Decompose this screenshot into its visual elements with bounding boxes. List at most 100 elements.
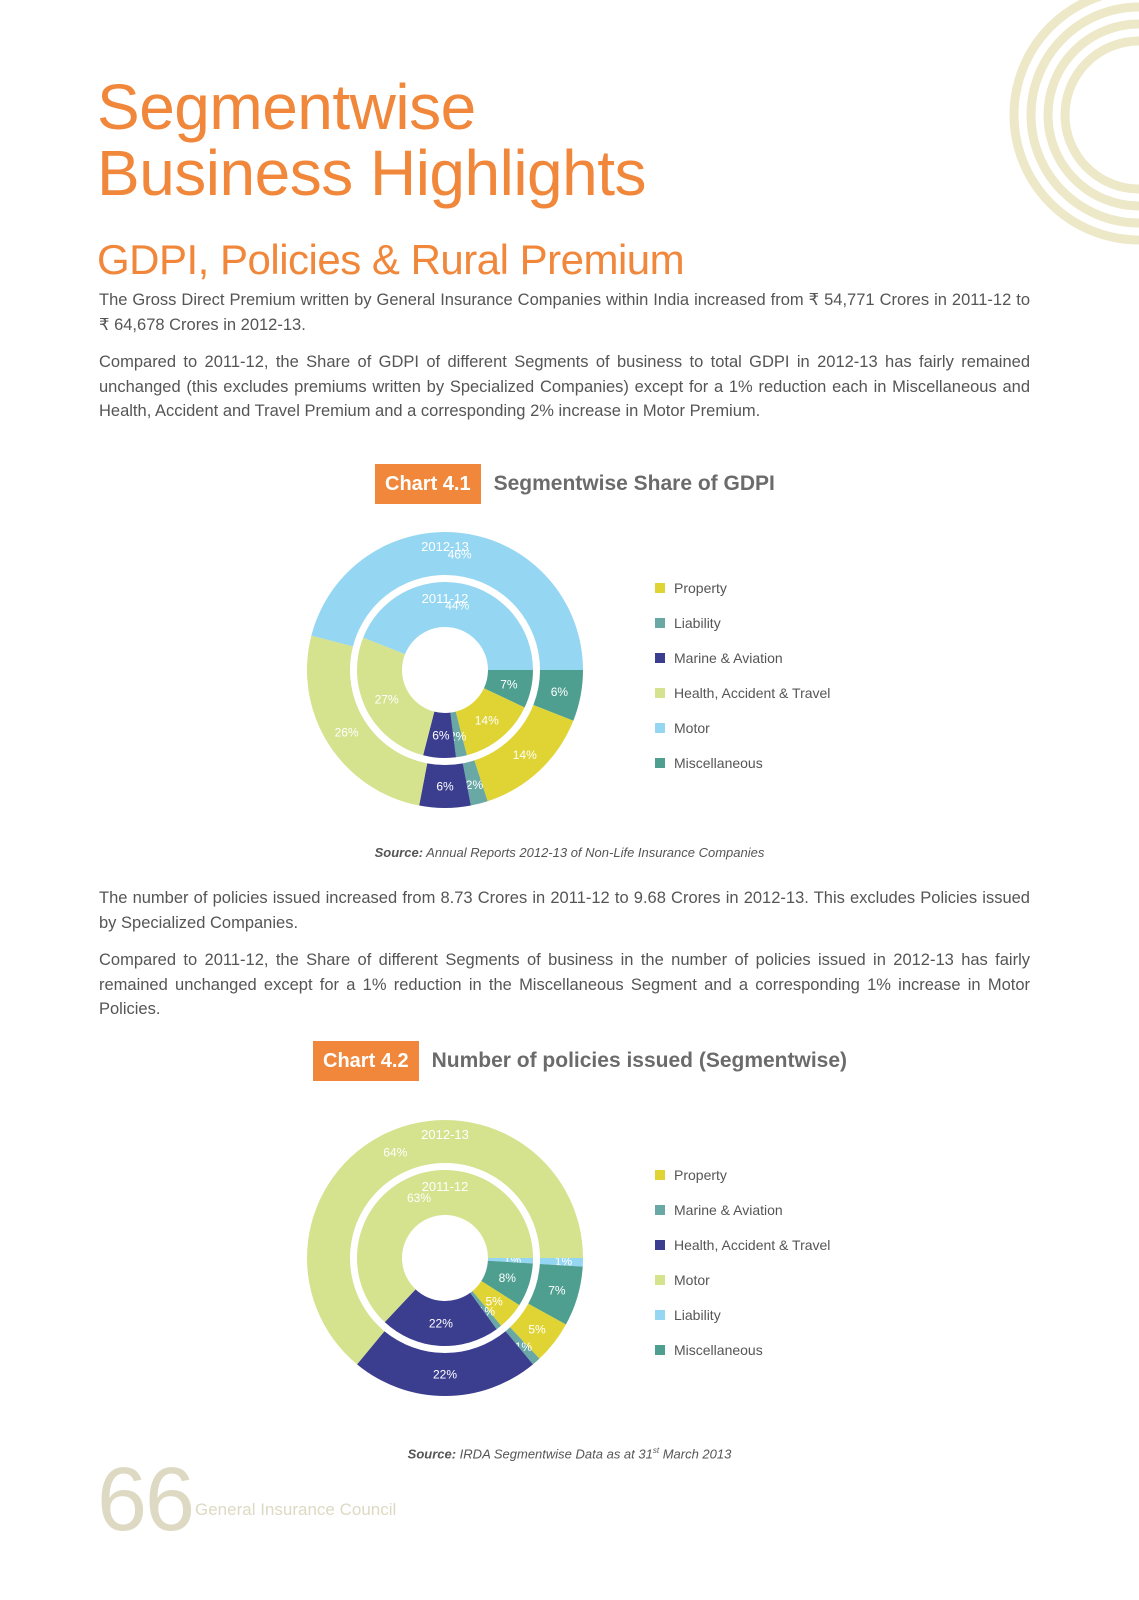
chart-1-inner-label-miscellaneous: 7%: [500, 677, 518, 691]
chart-2-legend-item-miscellaneous: Miscellaneous: [655, 1332, 830, 1367]
chart-1-inner-slice-liability: [450, 711, 467, 758]
chart-1-outer-label-liability: 2%: [466, 778, 484, 792]
chart-2-legend-item-property: Property: [655, 1157, 830, 1192]
chart-2-outer-slice-motor: [306, 1120, 583, 1365]
chart-1-legend-swatch: [655, 617, 665, 628]
chart-2-legend-swatch: [655, 1169, 665, 1180]
chart-1-inner-slice-health-accident-travel: [357, 637, 435, 756]
chart-4-2-source: Source: IRDA Segmentwise Data as at 31st…: [0, 1446, 1139, 1461]
chart-2-legend-label: Motor: [674, 1271, 710, 1288]
title-line-1: Segmentwise: [97, 71, 476, 143]
chart-1-inner-label-health-accident-travel: 27%: [375, 693, 399, 707]
paragraph-policies-share: Compared to 2011-12, the Share of differ…: [99, 951, 1030, 1018]
chart-2-legend-swatch: [655, 1274, 665, 1285]
chart-1-legend-label: Miscellaneous: [674, 754, 763, 771]
chart-4-1-legend: Property Liability Marine & Aviation Health…: [655, 570, 830, 780]
chart-4-2-header: Chart 4.2 Number of policies issued (Seg…: [313, 1041, 847, 1081]
chart-4-2-title: Number of policies issued (Segmentwise): [431, 1049, 848, 1072]
chart-1-legend-item-property: Property: [655, 570, 830, 605]
chart-4-2-source-label: Source:: [407, 1446, 457, 1462]
chart-2-outer-slice-miscellaneous: [528, 1263, 583, 1325]
chart-1-inner-label-property: 14%: [475, 713, 499, 727]
chart-2-outer-ring-label: 2012-13: [421, 1127, 469, 1142]
chart-2-legend-label: Marine & Aviation: [674, 1201, 783, 1218]
chart-1-outer-slice-liability: [462, 760, 488, 806]
chart-4-1-donut: 6%14%2%6%26%46%2012-137%14%2%6%27%44%201…: [307, 532, 583, 808]
page-title: Segmentwise Business Highlights: [97, 71, 647, 206]
chart-1-outer-label-motor: 46%: [448, 547, 472, 561]
decorative-arcs: [1009, 0, 1139, 245]
chart-1-inner-label-marine-aviation: 6%: [432, 728, 450, 742]
chart-2-legend-item-liability: Liability: [655, 1297, 830, 1332]
chart-1-inner-ring-label: 2011-12: [422, 591, 469, 606]
chart-4-2-legend: Property Marine & Aviation Health, Acciden…: [655, 1157, 830, 1367]
chart-2-legend-item-marine-aviation: Marine & Aviation: [655, 1192, 830, 1227]
section-heading: GDPI, Policies & Rural Premium: [97, 236, 685, 283]
chart-4-2-tag: Chart 4.2: [313, 1041, 419, 1081]
chart-2-inner-ring-label: 2011-12: [422, 1179, 469, 1194]
chart-2-outer-slice-health-accident-travel: [357, 1331, 533, 1396]
chart-4-1-source-text: Annual Reports 2012-13 of Non-Life Insur…: [423, 845, 765, 860]
chart-2-outer-slice-property: [510, 1303, 566, 1359]
chart-1-legend-swatch: [655, 652, 665, 663]
chart-1-legend-item-health-accident-travel: Health, Accident & Travel: [655, 675, 830, 710]
chart-1-inner-slice-marine-aviation: [423, 711, 457, 758]
chart-2-inner-label-miscellaneous: 8%: [499, 1271, 517, 1285]
chart-1-outer-ring-label: 2012-13: [421, 539, 469, 554]
chart-4-2-source-sup: st: [652, 1446, 660, 1455]
chart-2-outer-slice-liability: [539, 1258, 583, 1267]
chart-1-inner-label-motor: 44%: [445, 599, 469, 613]
chart-4-2-source-date: March 2013: [659, 1446, 732, 1462]
chart-4-1-source-label: Source:: [374, 845, 424, 860]
chart-1-legend-label: Liability: [674, 614, 721, 631]
chart-2-inner-slice-liability: [487, 1258, 533, 1264]
chart-2-outer-label-health-accident-travel: 22%: [433, 1368, 457, 1382]
chart-1-outer-label-health-accident-travel: 26%: [335, 725, 359, 739]
chart-1-outer-slice-miscellaneous: [533, 670, 583, 721]
chart-1-outer-slice-motor: [311, 532, 583, 670]
chart-1-legend-label: Marine & Aviation: [674, 649, 783, 666]
chart-2-legend-swatch: [655, 1344, 665, 1355]
chart-2-outer-label-motor: 64%: [383, 1146, 407, 1160]
chart-2-ring-separator: [352, 1165, 538, 1351]
paragraph-policies-growth: The number of policies issued increased …: [99, 889, 1030, 932]
chart-1-inner-slice-motor: [363, 582, 533, 670]
chart-1-outer-label-marine-aviation: 6%: [436, 780, 454, 794]
chart-4-2-donut: 1%7%5%1%22%64%2012-131%8%5%1%22%63%2011-…: [306, 1120, 583, 1396]
chart-4-1-source: Source: Annual Reports 2012-13 of Non-Li…: [0, 845, 1139, 860]
chart-1-ring-separator: [352, 577, 538, 763]
chart-1-legend-label: Motor: [674, 719, 710, 736]
chart-2-inner-label-property: 5%: [485, 1294, 503, 1308]
chart-2-outer-slice-marine-aviation: [505, 1327, 540, 1365]
chart-2-outer-label-miscellaneous: 7%: [548, 1284, 566, 1298]
chart-1-outer-slice-property: [474, 704, 574, 802]
chart-2-legend-label: Health, Accident & Travel: [674, 1236, 831, 1253]
chart-2-outer-label-property: 5%: [528, 1322, 546, 1336]
chart-1-legend-swatch: [655, 687, 665, 698]
chart-2-legend-swatch: [655, 1239, 665, 1250]
chart-2-legend-label: Property: [674, 1166, 727, 1183]
chart-1-legend-item-liability: Liability: [655, 605, 830, 640]
chart-2-legend-swatch: [655, 1309, 665, 1320]
chart-1-inner-slice-miscellaneous: [483, 670, 533, 708]
chart-1-outer-slice-health-accident-travel: [307, 635, 428, 806]
chart-4-1-header: Chart 4.1 Segmentwise Share of GDPI: [375, 464, 775, 504]
chart-2-legend-item-health-accident-travel: Health, Accident & Travel: [655, 1227, 830, 1262]
paragraph-gdpi-share: Compared to 2011-12, the Share of GDPI o…: [99, 353, 1030, 420]
chart-1-legend-item-miscellaneous: Miscellaneous: [655, 745, 830, 780]
page-number: 66: [97, 1450, 195, 1550]
chart-1-legend-label: Health, Accident & Travel: [674, 684, 831, 701]
chart-2-legend-item-motor: Motor: [655, 1262, 830, 1297]
chart-1-legend-item-motor: Motor: [655, 710, 830, 745]
chart-2-legend-label: Liability: [674, 1306, 721, 1323]
chart-2-inner-slice-motor: [357, 1170, 533, 1323]
chart-2-inner-slice-health-accident-travel: [384, 1289, 497, 1346]
chart-1-outer-slice-marine-aviation: [419, 763, 471, 808]
chart-4-2-source-text: IRDA Segmentwise Data as at 31: [456, 1446, 653, 1462]
chart-1-outer-label-miscellaneous: 6%: [551, 685, 569, 699]
chart-1-legend-swatch: [655, 722, 665, 733]
chart-2-inner-slice-property: [472, 1281, 520, 1326]
chart-2-inner-slice-marine-aviation: [470, 1291, 502, 1330]
footer-org-name: General Insurance Council: [195, 1500, 397, 1519]
chart-1-legend-label: Property: [674, 579, 727, 596]
